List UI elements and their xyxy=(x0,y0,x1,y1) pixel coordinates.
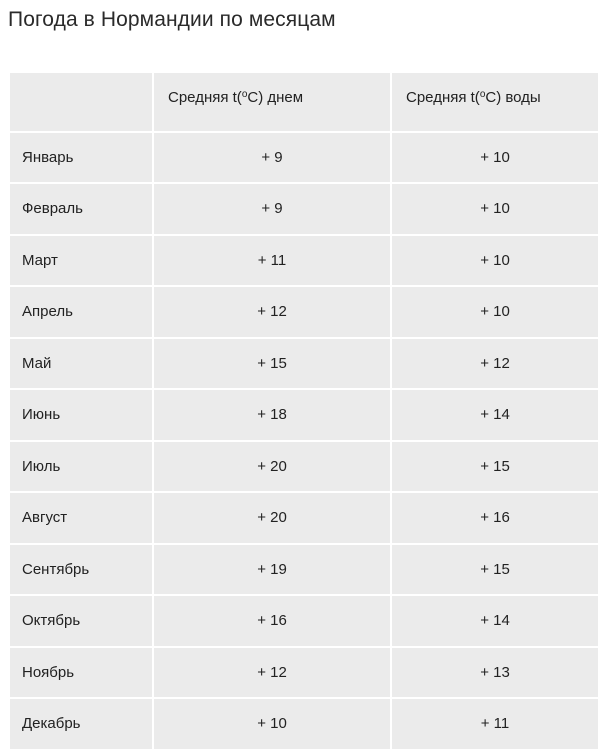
day-temp-cell: + 12 xyxy=(154,287,390,337)
day-temp-cell: + 18 xyxy=(154,390,390,440)
table-row: Ноябрь + 12 + 13 xyxy=(10,647,598,697)
table-row: Май + 15 + 12 xyxy=(10,338,598,388)
day-temp-cell: + 16 xyxy=(154,596,390,646)
table-row: Январь + 9 + 10 xyxy=(10,132,598,182)
month-cell: Февраль xyxy=(10,184,152,234)
weather-table: Средняя t(oC) днем Средняя t(oC) воды Ян… xyxy=(8,71,600,751)
header-water-temp-suffix: C) воды xyxy=(485,89,541,107)
water-temp-cell: + 14 xyxy=(392,596,598,646)
month-cell: Январь xyxy=(10,132,152,182)
month-cell: Октябрь xyxy=(10,596,152,646)
day-temp-cell: + 10 xyxy=(154,699,390,749)
header-water-temp-degree: o xyxy=(479,89,486,101)
table-row: Сентябрь + 19 + 15 xyxy=(10,544,598,594)
water-temp-cell: + 16 xyxy=(392,493,598,543)
table-row: Июнь + 18 + 14 xyxy=(10,390,598,440)
table-header-row: Средняя t(oC) днем Средняя t(oC) воды xyxy=(10,73,598,131)
day-temp-cell: + 11 xyxy=(154,235,390,285)
day-temp-cell: + 12 xyxy=(154,647,390,697)
month-cell: Сентябрь xyxy=(10,544,152,594)
day-temp-cell: + 15 xyxy=(154,338,390,388)
month-cell: Декабрь xyxy=(10,699,152,749)
header-day-temp-degree: o xyxy=(241,89,248,101)
month-cell: Май xyxy=(10,338,152,388)
table-row: Декабрь + 10 + 11 xyxy=(10,699,598,749)
month-cell: Апрель xyxy=(10,287,152,337)
water-temp-cell: + 14 xyxy=(392,390,598,440)
day-temp-cell: + 9 xyxy=(154,184,390,234)
water-temp-cell: + 13 xyxy=(392,647,598,697)
water-temp-cell: + 10 xyxy=(392,132,598,182)
header-day-temp-suffix: C) днем xyxy=(247,89,304,107)
table-row: Март + 11 + 10 xyxy=(10,235,598,285)
table-row: Август + 20 + 16 xyxy=(10,493,598,543)
month-cell: Ноябрь xyxy=(10,647,152,697)
water-temp-cell: + 15 xyxy=(392,441,598,491)
page-title: Погода в Нормандии по месяцам xyxy=(8,8,336,31)
month-cell: Июль xyxy=(10,441,152,491)
table-row: Апрель + 12 + 10 xyxy=(10,287,598,337)
day-temp-cell: + 19 xyxy=(154,544,390,594)
month-cell: Июнь xyxy=(10,390,152,440)
table-row: Февраль + 9 + 10 xyxy=(10,184,598,234)
header-water-temp: Средняя t(oC) воды xyxy=(392,73,598,131)
water-temp-cell: + 10 xyxy=(392,235,598,285)
header-month-cell xyxy=(10,73,152,131)
water-temp-cell: + 10 xyxy=(392,287,598,337)
month-cell: Август xyxy=(10,493,152,543)
header-day-temp-prefix: Средняя t( xyxy=(168,89,242,107)
water-temp-cell: + 11 xyxy=(392,699,598,749)
water-temp-cell: + 15 xyxy=(392,544,598,594)
day-temp-cell: + 9 xyxy=(154,132,390,182)
month-cell: Март xyxy=(10,235,152,285)
header-day-temp: Средняя t(oC) днем xyxy=(154,73,390,131)
header-water-temp-prefix: Средняя t( xyxy=(406,89,480,107)
day-temp-cell: + 20 xyxy=(154,493,390,543)
day-temp-cell: + 20 xyxy=(154,441,390,491)
table-row: Июль + 20 + 15 xyxy=(10,441,598,491)
table-row: Октябрь + 16 + 14 xyxy=(10,596,598,646)
water-temp-cell: + 10 xyxy=(392,184,598,234)
water-temp-cell: + 12 xyxy=(392,338,598,388)
